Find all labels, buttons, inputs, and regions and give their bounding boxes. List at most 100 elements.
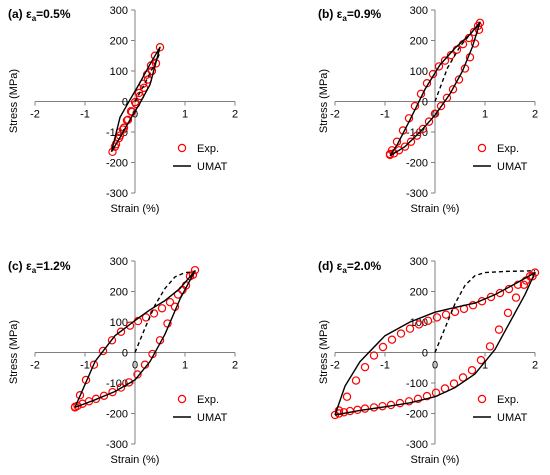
y-tick-label: 100 <box>110 317 128 329</box>
panel-title-subscript: a <box>342 14 347 23</box>
data-point-exp <box>430 109 440 118</box>
x-tick-label: 2 <box>232 360 238 372</box>
y-tick-label: 100 <box>110 66 128 78</box>
x-axis-label: Strain (%) <box>411 203 460 215</box>
data-point-exp <box>448 85 458 94</box>
panel-title-value: =0.5% <box>36 7 71 21</box>
data-point-exp <box>454 75 464 84</box>
data-point-exp <box>108 387 117 397</box>
data-point-exp <box>486 292 496 302</box>
y-tick-label: -100 <box>406 378 428 390</box>
data-point-exp <box>133 370 142 379</box>
legend-marker-exp <box>477 143 487 153</box>
y-tick-label: 300 <box>110 5 128 17</box>
series-line-umat <box>389 21 481 157</box>
series-line-initial-loading <box>434 270 536 353</box>
y-tick-label: 300 <box>410 256 428 268</box>
y-tick-label: 100 <box>410 66 428 78</box>
data-point-exp <box>400 142 410 151</box>
x-tick-label: -2 <box>330 360 340 372</box>
panel-title-value: =2.0% <box>347 259 382 273</box>
y-tick-label: 200 <box>110 36 128 48</box>
x-axis-label: Strain (%) <box>111 203 160 215</box>
data-point-exp <box>149 309 159 318</box>
data-point-exp <box>413 394 423 404</box>
legend-label-exp: Exp. <box>497 394 519 406</box>
y-tick-label: 0 <box>122 97 128 109</box>
x-tick-label: -1 <box>380 109 390 121</box>
x-tick-label: -1 <box>80 360 90 372</box>
legend-label-umat: UMAT <box>197 161 228 173</box>
legend-marker-exp <box>477 394 487 404</box>
data-point-exp <box>98 346 108 356</box>
y-tick-label: 200 <box>110 287 128 299</box>
data-point-exp <box>511 293 521 302</box>
data-point-exp <box>519 280 529 289</box>
data-point-exp <box>495 288 505 298</box>
data-point-exp <box>418 124 428 134</box>
data-point-exp <box>116 383 126 392</box>
data-point-exp <box>110 142 120 151</box>
panel-title: (b) εa=0.9% <box>318 7 382 23</box>
x-tick-label: 2 <box>232 109 238 121</box>
x-tick-label: 0 <box>432 360 438 372</box>
data-point-exp <box>369 351 379 360</box>
legend-label-exp: Exp. <box>497 143 519 155</box>
panel-title-subscript: a <box>32 266 37 275</box>
data-point-exp <box>107 336 117 345</box>
data-point-exp <box>99 391 109 401</box>
data-point-exp <box>449 379 459 388</box>
y-tick-label: 0 <box>422 97 428 109</box>
x-tick-label: -2 <box>30 109 40 121</box>
data-point-exp <box>450 307 460 317</box>
legend-marker-exp <box>177 143 187 153</box>
y-tick-label: -300 <box>106 188 128 200</box>
data-point-exp <box>157 304 167 313</box>
data-point-exp <box>432 313 442 322</box>
data-point-exp <box>91 394 101 404</box>
panel-title-subscript: a <box>342 266 347 275</box>
data-point-exp <box>412 131 422 140</box>
x-tick-label: -2 <box>330 109 340 121</box>
x-axis-label: Strain (%) <box>111 454 160 466</box>
data-point-exp <box>351 376 361 385</box>
data-point-exp <box>395 398 405 408</box>
y-tick-label: -300 <box>406 188 428 200</box>
panel-title: (c) εa=1.2% <box>8 259 71 275</box>
data-point-exp <box>360 362 370 372</box>
series-line-umat <box>110 46 161 153</box>
panel-title: (a) εa=0.5% <box>8 7 71 23</box>
data-point-exp <box>485 342 495 351</box>
x-tick-label: 1 <box>482 360 488 372</box>
data-point-exp <box>116 327 126 336</box>
data-point-exp <box>405 324 415 333</box>
panel-title-prefix: (c) ε <box>8 259 32 273</box>
series-line-initial-loading <box>434 23 481 102</box>
data-point-exp <box>130 97 140 107</box>
data-point-exp <box>342 392 352 401</box>
data-point-exp <box>378 342 388 352</box>
y-axis-label: Stress (MPa) <box>318 320 330 384</box>
y-tick-label: 200 <box>410 287 428 299</box>
data-point-exp <box>188 270 198 279</box>
x-tick-label: -1 <box>80 109 90 121</box>
x-tick-label: 2 <box>532 360 538 372</box>
data-point-exp <box>424 117 434 126</box>
panel-title-value: =1.2% <box>36 259 71 273</box>
data-point-exp <box>440 56 450 65</box>
data-point-exp <box>396 329 406 338</box>
series-line-initial-loading <box>134 271 196 353</box>
data-point-exp <box>75 391 85 400</box>
x-tick-label: -2 <box>30 360 40 372</box>
x-tick-label: 0 <box>132 360 138 372</box>
legend-label-exp: Exp. <box>197 394 219 406</box>
x-tick-label: -1 <box>380 360 390 372</box>
data-point-exp <box>190 265 200 275</box>
data-point-exp <box>125 321 135 330</box>
x-tick-label: 1 <box>482 109 488 121</box>
data-point-exp <box>434 62 444 71</box>
